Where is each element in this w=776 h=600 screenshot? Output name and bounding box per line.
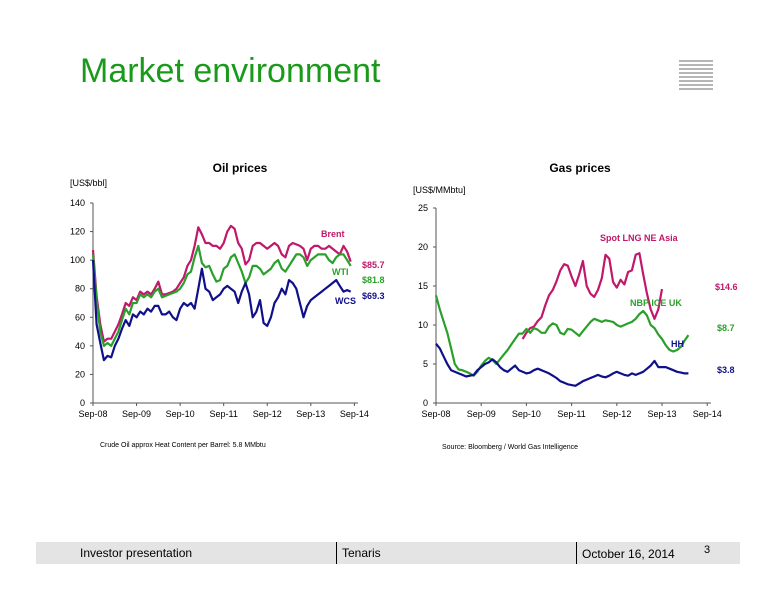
oil-chart-title: Oil prices (213, 161, 268, 175)
oil-x-tick-label: Sep-10 (166, 409, 195, 419)
oil-series-line-wcs (91, 260, 352, 362)
oil-y-tick-label: 20 (75, 369, 85, 379)
gas-note: Source: Bloomberg / World Gas Intelligen… (442, 444, 579, 451)
footer-date: October 16, 2014 (582, 547, 675, 561)
oil-x-tick-label: Sep-13 (296, 409, 325, 419)
oil-y-tick-label: 140 (70, 198, 85, 208)
oil-note: Crude Oil approx Heat Content per Barrel… (100, 442, 266, 449)
oil-x-tick-label: Sep-11 (210, 409, 238, 419)
footer-presentation: Investor presentation (80, 546, 193, 560)
oil-series-label-brent: Brent (321, 229, 345, 239)
oil-end-value-wcs: $69.3 (362, 291, 385, 301)
oil-series-label-wcs: WCS (335, 296, 356, 306)
oil-y-tick-label: 120 (70, 227, 85, 237)
oil-y-unit-label: [US$/bbl] (70, 178, 107, 188)
page-number: 3 (704, 544, 711, 556)
oil-y-tick-label: 100 (70, 255, 85, 265)
page-title: Market environment (80, 52, 381, 90)
oil-y-tick-label: 60 (75, 312, 85, 322)
oil-y-tick-label: 0 (80, 398, 85, 408)
oil-end-value-wti: $81.8 (362, 275, 385, 285)
oil-x-tick-label: Sep-08 (78, 409, 107, 419)
oil-end-value-brent: $85.7 (362, 260, 385, 270)
oil-y-tick-label: 80 (75, 284, 85, 294)
oil-x-tick-label: Sep-09 (122, 409, 151, 419)
oil-series-line-wti (91, 244, 352, 347)
oil-y-tick-label: 40 (75, 341, 85, 351)
footer-bar: Investor presentation Tenaris October 16… (36, 542, 740, 564)
oil-x-tick-label: Sep-14 (340, 409, 369, 419)
footer-company: Tenaris (342, 546, 381, 560)
oil-series-line-brent (91, 224, 352, 343)
oil-x-tick-label: Sep-12 (253, 409, 282, 419)
logo-stripes-icon (679, 60, 713, 92)
oil-series-label-wti: WTI (332, 267, 349, 277)
